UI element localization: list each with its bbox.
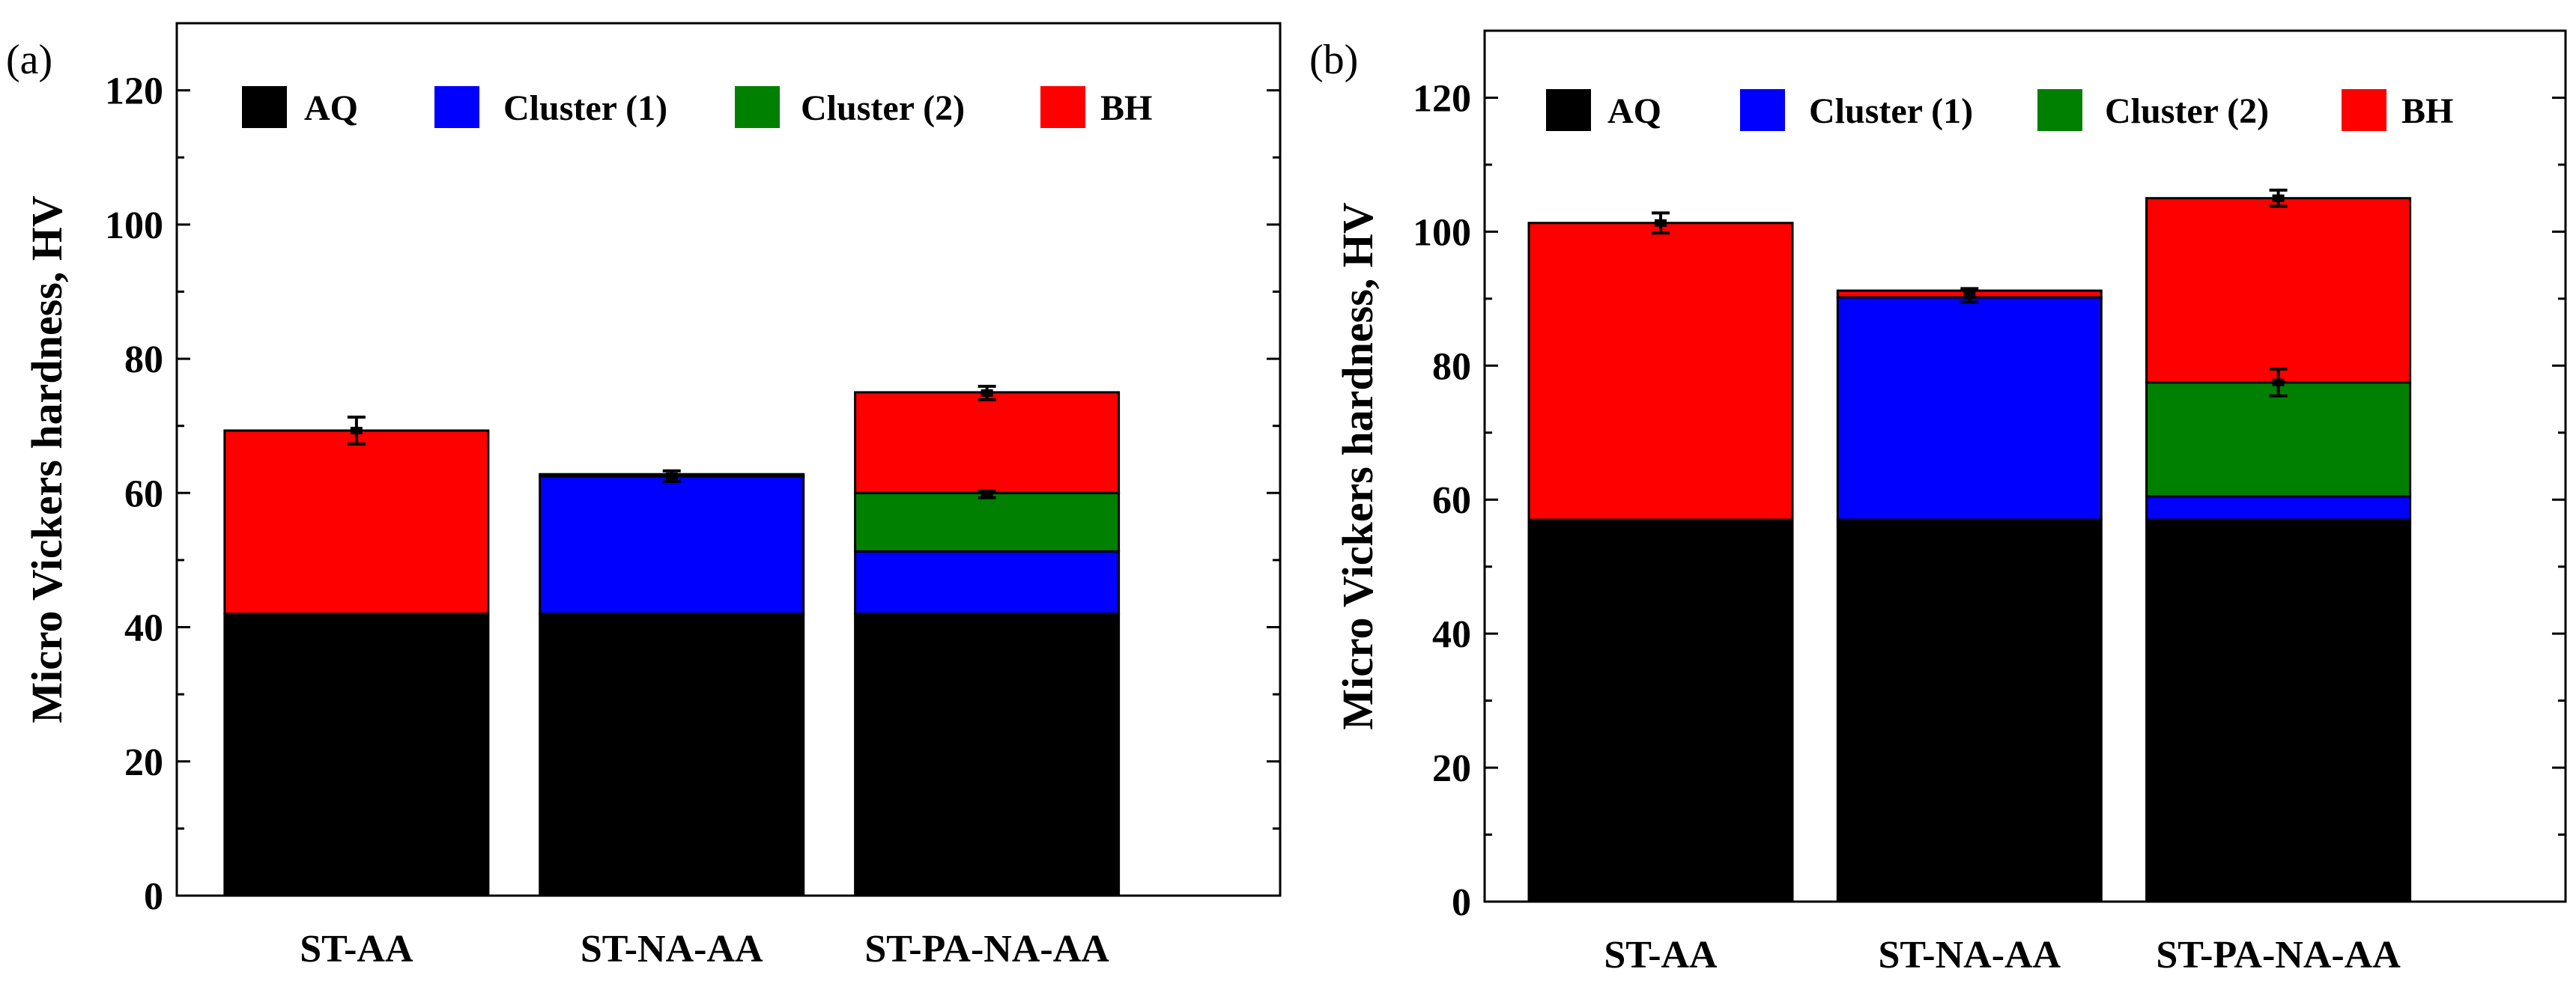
bar-cluster-2-st-pa-na-aa	[854, 491, 1121, 553]
legend-label: Cluster (2)	[801, 88, 965, 128]
error-bar-mean	[1655, 219, 1667, 227]
y-tick-label: 60	[1432, 479, 1471, 522]
bar-cluster-1-st-pa-na-aa	[854, 550, 1121, 616]
y-tick-label: 0	[1452, 881, 1471, 924]
bar-cluster-1-st-na-aa	[1836, 296, 2103, 521]
bar-cluster-1-st-pa-na-aa	[2145, 495, 2412, 521]
y-tick-label: 40	[1432, 613, 1471, 656]
error-bar-mean	[2272, 194, 2285, 202]
legend-label: BH	[2401, 91, 2453, 131]
plot-frame	[1483, 29, 2567, 903]
chart-panel-a: (a) Micro Vickers hardness, HV ST-AA ST-NA-…	[6, 22, 1282, 971]
x-tick-label: ST-PA-NA-AA	[864, 928, 1109, 971]
legend-label: Cluster (1)	[503, 88, 667, 128]
y-tick-label: 20	[124, 741, 163, 784]
error-bar-mean	[350, 426, 363, 434]
bar-aq-st-pa-na-aa	[854, 613, 1121, 897]
chart-panel-b: (b) Micro Vickers hardness, HV ST-AA ST-NA-…	[1309, 29, 2567, 977]
bar-aq-st-pa-na-aa	[2145, 518, 2412, 903]
y-tick-label: 0	[144, 875, 163, 918]
y-tick-label: 80	[124, 338, 163, 381]
legend-swatch	[242, 86, 287, 128]
legend-swatch	[1740, 89, 1785, 131]
y-tick-label: 100	[105, 204, 163, 247]
error-bar-mean	[2272, 378, 2285, 386]
y-tick-label: 40	[124, 607, 163, 650]
error-bar-mean	[665, 472, 678, 480]
bar-aq-st-na-aa	[539, 613, 805, 897]
bar-aq-st-na-aa	[1836, 518, 2103, 903]
bar-cluster-1-st-na-aa	[539, 475, 805, 616]
x-tick-label: ST-AA	[1604, 934, 1718, 977]
bar-bh-st-pa-na-aa	[2145, 197, 2412, 384]
error-bar-mean	[1963, 291, 1976, 300]
legend-label: AQ	[1607, 91, 1661, 131]
y-tick-label: 80	[1432, 345, 1471, 388]
y-tick-label: 60	[124, 473, 163, 515]
legend-label: AQ	[304, 88, 358, 128]
bar-bh-st-aa	[1527, 222, 1794, 521]
legend-swatch	[1546, 89, 1591, 131]
panel-label: (a)	[6, 37, 52, 83]
y-tick-label: 120	[1413, 77, 1471, 120]
y-axis-label: Micro Vickers hardness, HV	[1333, 202, 1382, 730]
legend-swatch	[2342, 89, 2386, 131]
x-tick-label: ST-AA	[300, 928, 413, 971]
bar-bh-st-aa	[223, 429, 490, 616]
y-tick-label: 120	[105, 70, 163, 113]
x-tick-label: ST-NA-AA	[581, 928, 763, 971]
bar-cluster-2-st-pa-na-aa	[2145, 381, 2412, 498]
y-tick-label: 20	[1432, 747, 1471, 790]
legend-swatch	[735, 86, 780, 128]
bar-aq-st-aa	[1527, 518, 1794, 903]
plot-frame	[175, 22, 1282, 897]
error-bar-mean	[981, 389, 993, 397]
bar-aq-st-aa	[223, 613, 490, 897]
legend-label: BH	[1100, 88, 1152, 128]
y-tick-label: 100	[1413, 211, 1471, 254]
legend-swatch	[2037, 89, 2082, 131]
legend-swatch	[1040, 86, 1085, 128]
bar-bh-st-pa-na-aa	[854, 391, 1121, 494]
legend-swatch	[434, 86, 479, 128]
error-bar-mean	[981, 491, 993, 499]
x-tick-label: ST-NA-AA	[1878, 934, 2061, 977]
panel-label: (b)	[1309, 37, 1358, 83]
legend-label: Cluster (1)	[1809, 91, 1973, 131]
legend-label: Cluster (2)	[2105, 91, 2269, 131]
x-tick-label: ST-PA-NA-AA	[2156, 934, 2401, 977]
y-axis-label: Micro Vickers hardness, HV	[22, 195, 71, 723]
